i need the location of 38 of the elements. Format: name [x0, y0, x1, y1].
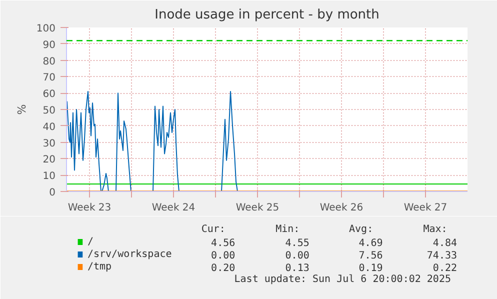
y-tick-label: 90 — [42, 40, 56, 51]
text: 4.55 — [285, 238, 310, 249]
text: 74.33 — [426, 250, 458, 262]
y-tick-label: 50 — [42, 106, 56, 116]
text: Min: — [276, 224, 300, 235]
text: 0.00 — [285, 250, 310, 262]
y-tick-label: 20 — [42, 154, 56, 166]
text: 0.00 — [211, 250, 236, 262]
y-tick-label: 100 — [36, 24, 56, 34]
y-tick-label: 0 — [49, 188, 56, 198]
y-tick-label: 40 — [42, 122, 56, 133]
text: 7.56 — [358, 250, 383, 262]
y-axis-title: % — [15, 104, 28, 115]
text: 0.19 — [358, 263, 383, 274]
y-tick-label: 30 — [42, 138, 56, 150]
text: 0.20 — [211, 263, 236, 274]
legend-label: /tmp — [87, 262, 112, 272]
text: Cur: — [201, 224, 226, 235]
text: Last update: Sun Jul 6 20:00:02 2025 — [234, 274, 451, 285]
chart-title: Inode usage in percent - by month — [154, 8, 380, 22]
y-tick-label: 80 — [42, 56, 56, 68]
text: 4.56 — [211, 238, 236, 249]
x-tick-label: Week 24 — [152, 202, 196, 214]
text: Max: — [423, 224, 448, 235]
text: 0.22 — [432, 263, 458, 274]
text: 4.84 — [432, 238, 458, 249]
text: Avg: — [349, 224, 374, 235]
y-tick-label: 70 — [42, 72, 56, 84]
legend-label: / — [87, 236, 94, 248]
x-tick-label: Week 27 — [404, 202, 448, 214]
legend-label: /srv/workspace — [87, 249, 172, 260]
x-tick-label: Week 26 — [320, 202, 364, 214]
text: 4.69 — [358, 238, 383, 249]
text: 0.13 — [285, 263, 310, 274]
y-tick-label: 60 — [42, 89, 56, 100]
x-tick-label: Week 25 — [236, 202, 280, 214]
x-tick-label: Week 23 — [68, 202, 112, 214]
y-tick-label: 10 — [42, 171, 56, 182]
